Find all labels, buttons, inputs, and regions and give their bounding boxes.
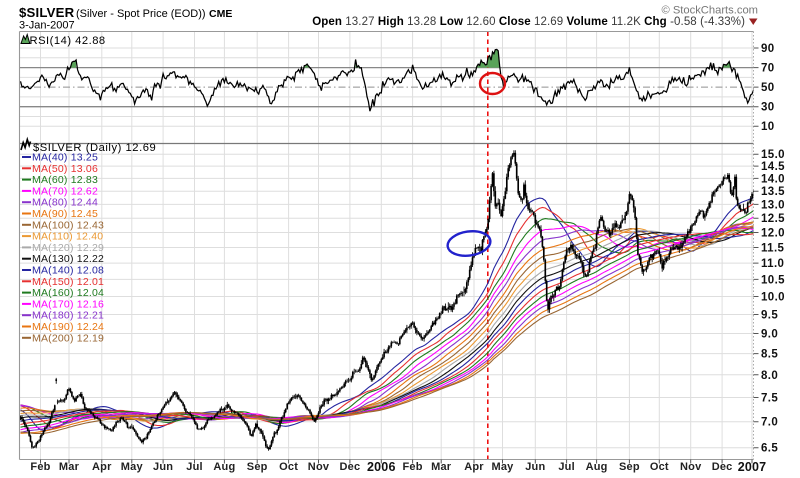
svg-text:10: 10: [761, 121, 775, 133]
svg-text:50: 50: [761, 82, 775, 94]
svg-text:Jul: Jul: [186, 461, 203, 473]
svg-text:Apr: Apr: [464, 461, 484, 473]
svg-text:MA(120) 12.29: MA(120) 12.29: [32, 242, 104, 254]
svg-text:Aug: Aug: [586, 461, 608, 473]
svg-text:Dec: Dec: [340, 461, 361, 473]
svg-text:Oct: Oct: [279, 461, 298, 473]
svg-text:10.0: 10.0: [761, 292, 785, 304]
svg-text:Oct: Oct: [650, 461, 669, 473]
svg-text:7.5: 7.5: [761, 393, 778, 405]
svg-text:© StockCharts.com: © StockCharts.com: [661, 5, 758, 17]
svg-text:MA(60) 12.83: MA(60) 12.83: [32, 174, 98, 186]
svg-text:Aug: Aug: [213, 461, 235, 473]
svg-text:3-Jan-2007: 3-Jan-2007: [19, 20, 75, 32]
svg-text:MA(170) 12.16: MA(170) 12.16: [32, 298, 104, 310]
svg-text:(Silver - Spot Price (EOD)): (Silver - Spot Price (EOD)): [76, 8, 206, 20]
svg-text:11.5: 11.5: [761, 243, 785, 255]
svg-text:Jul: Jul: [558, 461, 575, 473]
svg-text:9.0: 9.0: [761, 329, 778, 341]
svg-text:8.5: 8.5: [761, 349, 778, 361]
svg-text:MA(70) 12.62: MA(70) 12.62: [32, 185, 98, 197]
svg-text:Apr: Apr: [92, 461, 112, 473]
svg-text:Nov: Nov: [680, 461, 702, 473]
svg-text:May: May: [121, 461, 144, 473]
svg-text:2007: 2007: [738, 460, 767, 474]
svg-text:14.0: 14.0: [761, 173, 785, 185]
svg-text:$SILVER (Daily) 12.69: $SILVER (Daily) 12.69: [33, 142, 156, 154]
svg-text:$SILVER: $SILVER: [19, 5, 75, 20]
svg-text:MA(190) 12.24: MA(190) 12.24: [32, 321, 104, 333]
svg-text:Dec: Dec: [712, 461, 733, 473]
svg-text:Sep: Sep: [247, 461, 268, 473]
svg-text:30: 30: [761, 102, 775, 114]
svg-text:MA(130) 12.22: MA(130) 12.22: [32, 253, 104, 265]
svg-text:MA(50) 13.06: MA(50) 13.06: [32, 163, 98, 175]
svg-text:2006: 2006: [367, 460, 396, 474]
svg-text:MA(180) 12.21: MA(180) 12.21: [32, 310, 104, 322]
svg-text:MA(110) 12.40: MA(110) 12.40: [32, 231, 103, 243]
svg-text:Feb: Feb: [403, 461, 423, 473]
svg-text:MA(160) 12.04: MA(160) 12.04: [32, 287, 104, 299]
svg-text:MA(90) 12.45: MA(90) 12.45: [32, 208, 98, 220]
svg-text:CME: CME: [209, 8, 232, 20]
svg-text:11.0: 11.0: [761, 258, 784, 270]
svg-text:Nov: Nov: [308, 461, 330, 473]
svg-text:15.0: 15.0: [761, 149, 785, 161]
svg-text:MA(200) 12.19: MA(200) 12.19: [32, 332, 104, 344]
svg-text:May: May: [492, 461, 515, 473]
svg-text:13.0: 13.0: [761, 199, 785, 211]
svg-text:70: 70: [761, 63, 775, 75]
svg-text:MA(140) 12.08: MA(140) 12.08: [32, 265, 104, 277]
svg-text:Mar: Mar: [59, 461, 80, 473]
svg-text:Feb: Feb: [30, 461, 50, 473]
svg-text:90: 90: [761, 43, 775, 55]
svg-text:MA(80) 12.44: MA(80) 12.44: [32, 197, 98, 209]
svg-text:9.5: 9.5: [761, 310, 778, 322]
svg-text:Mar: Mar: [431, 461, 452, 473]
svg-text:7.0: 7.0: [761, 417, 778, 429]
svg-text:RSI(14) 42.88: RSI(14) 42.88: [30, 35, 106, 47]
svg-text:MA(100) 12.43: MA(100) 12.43: [32, 219, 104, 231]
svg-text:MA(150) 12.01: MA(150) 12.01: [32, 276, 104, 288]
svg-text:13.5: 13.5: [761, 186, 785, 198]
svg-text:Jun: Jun: [153, 461, 173, 473]
svg-text:Open 13.27 High 13.28 Low 12.6: Open 13.27 High 13.28 Low 12.60 Close 12…: [312, 16, 745, 28]
svg-text:14.5: 14.5: [761, 161, 785, 173]
svg-text:12.0: 12.0: [761, 228, 785, 240]
svg-text:12.5: 12.5: [761, 213, 785, 225]
svg-text:8.0: 8.0: [761, 370, 778, 382]
svg-text:Jun: Jun: [525, 461, 545, 473]
svg-text:10.5: 10.5: [761, 274, 785, 286]
svg-text:MA(40) 13.25: MA(40) 13.25: [32, 152, 98, 164]
svg-text:6.5: 6.5: [761, 443, 778, 455]
svg-text:Sep: Sep: [619, 461, 640, 473]
